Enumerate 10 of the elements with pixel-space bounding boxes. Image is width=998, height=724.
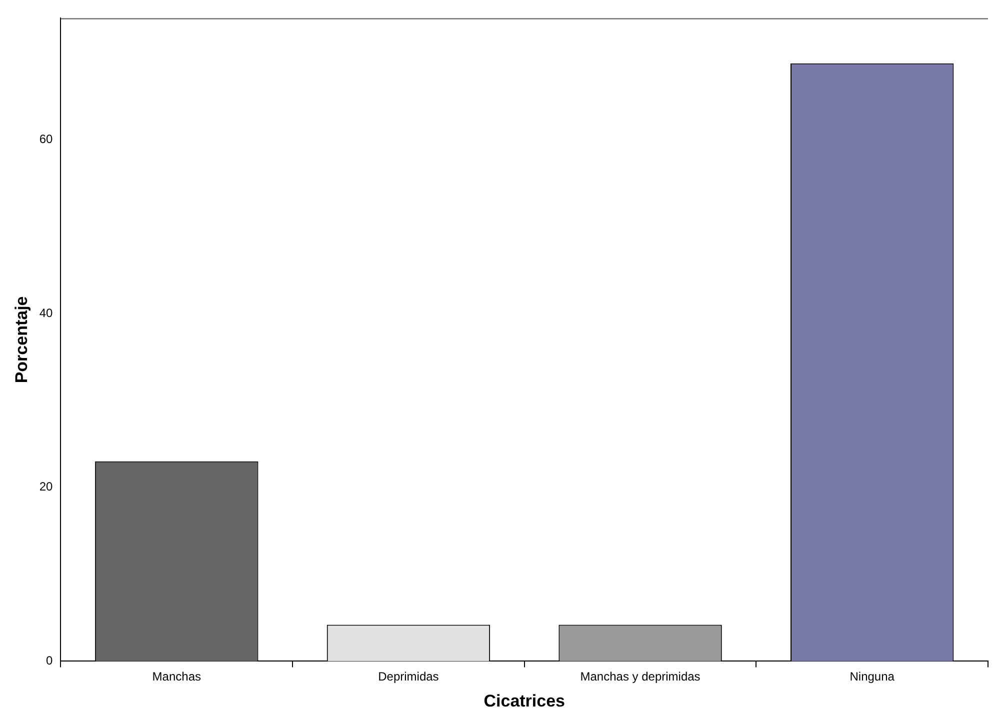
y-tick-label: 40 (39, 306, 54, 320)
y-tick-label: 20 (39, 480, 54, 494)
x-tick-label: Manchas (152, 670, 202, 684)
x-axis-title: Cicatrices (484, 691, 566, 710)
y-tick-label: 60 (39, 132, 54, 146)
x-tick-label: Deprimidas (378, 670, 439, 684)
y-tick-label: 0 (46, 654, 54, 668)
x-tick-label: Manchas y deprimidas (580, 670, 700, 684)
x-tick-label: Ninguna (850, 670, 895, 684)
y-axis-title: Porcentaje (12, 296, 31, 384)
